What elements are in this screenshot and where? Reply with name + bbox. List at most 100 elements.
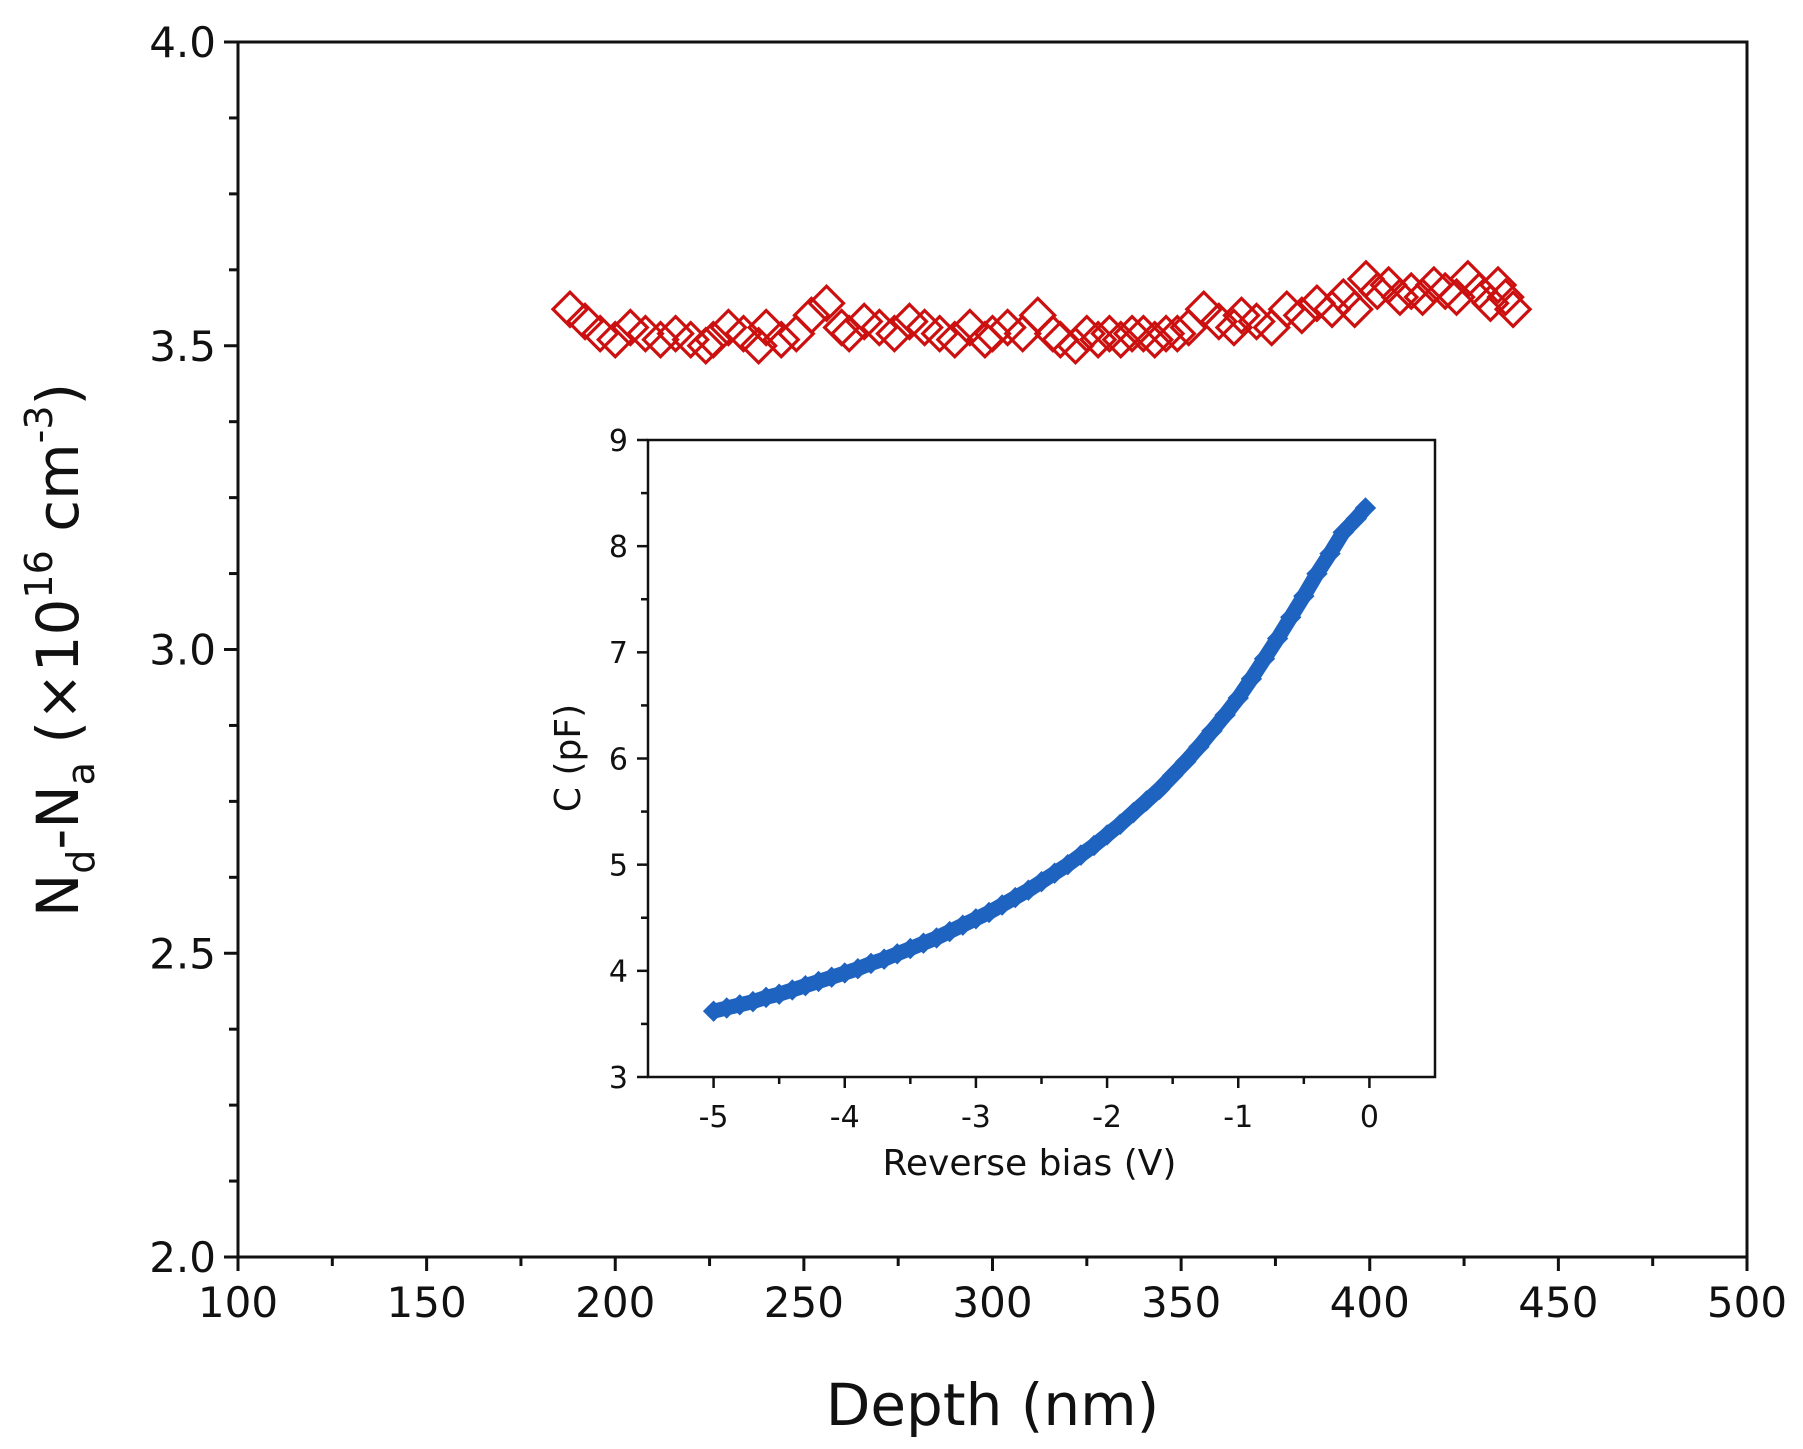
inset-data-point (1188, 736, 1210, 758)
main-y-axis-title-group: Nd-Na (×1016 cm-3) (17, 383, 103, 917)
inset-data-point (1030, 870, 1053, 893)
main-data-point (1214, 308, 1254, 347)
inset-data-point (1109, 813, 1131, 836)
main-data-point (746, 308, 786, 347)
main-y-tick-label: 3.0 (149, 626, 216, 675)
main-y-axis-title-part: cm (24, 443, 92, 550)
inset-y-tick-label: 6 (609, 742, 628, 777)
inset-x-tick-label: -1 (1223, 1100, 1253, 1135)
main-data-point (1112, 314, 1152, 353)
inset-y-axis-title-group: C (pF) (548, 704, 589, 812)
inset-data-point (1175, 750, 1197, 773)
inset-data-point (1227, 687, 1249, 709)
inset-data-point (1354, 497, 1377, 519)
main-data-point (686, 326, 726, 366)
inset-data-point (1096, 824, 1118, 846)
inset-data-point (1280, 606, 1302, 629)
main-x-tick-label: 500 (1707, 1278, 1787, 1327)
main-data-point (792, 296, 831, 335)
main-y-tick-label: 3.5 (149, 322, 216, 371)
main-data-point (550, 290, 590, 329)
main-data-point (1146, 314, 1186, 353)
main-y-axis-title-part: a (59, 762, 103, 785)
main-y-axis-title-part: -N (24, 785, 92, 849)
main-data-point (935, 320, 975, 359)
main-y-axis-title-part: N (24, 874, 92, 917)
inset-y-tick-label: 3 (609, 1061, 628, 1096)
inset-data-point (1319, 542, 1341, 565)
main-y-axis-title-part: ) (24, 383, 92, 406)
main-data-point (1135, 320, 1174, 359)
inset-plot-frame (646, 438, 1437, 1079)
inset-data-point (1083, 834, 1105, 857)
inset-data-point (1135, 790, 1158, 812)
main-y-tick-label: 4.0 (149, 18, 216, 67)
inset-y-tick-label: 8 (609, 530, 628, 565)
main-data-point (1493, 290, 1533, 329)
main-data-point (565, 302, 605, 341)
main-data-point (1101, 320, 1141, 359)
inset-data-point (1266, 627, 1289, 650)
main-x-tick-label: 300 (952, 1278, 1032, 1327)
inset-x-tick-label: -2 (1092, 1100, 1122, 1135)
main-x-tick-label: 250 (764, 1278, 844, 1327)
main-data-point (761, 320, 801, 359)
inset-data-point (1253, 647, 1276, 670)
inset-x-tick-label: -3 (961, 1100, 991, 1135)
inset-data-point (1161, 764, 1184, 787)
main-data-point (1335, 290, 1374, 329)
main-y-axis-title-part: (×10 (24, 599, 92, 762)
main-y-axis-title: Nd-Na (×1016 cm-3) (17, 383, 103, 917)
main-data-point (724, 314, 763, 353)
inset-y-tick-label: 5 (609, 848, 628, 883)
inset-y-tick-label: 7 (609, 636, 628, 671)
inset-data-point (1214, 704, 1236, 726)
inset-x-tick-label: -4 (830, 1100, 860, 1135)
main-x-tick-label: 200 (575, 1278, 655, 1327)
inset-data-point (1201, 720, 1223, 742)
main-data-point (973, 314, 1012, 353)
inset-x-axis-title: Reverse bias (V) (883, 1143, 1177, 1184)
main-y-tick-label: 2.5 (149, 929, 216, 978)
main-data-point (1486, 277, 1525, 317)
inset-data-point (1148, 778, 1171, 800)
inset-data-point (1240, 668, 1263, 690)
inset-data-point (1122, 801, 1145, 824)
inset-data-point (1017, 879, 1040, 901)
inset-data-point (1293, 585, 1315, 607)
main-x-tick-label: 350 (1141, 1278, 1221, 1327)
main-y-tick-label: 2.0 (149, 1233, 216, 1282)
main-x-tick-label: 450 (1518, 1278, 1598, 1327)
inset-x-tick-label: 0 (1360, 1100, 1379, 1135)
main-data-point (1391, 271, 1431, 311)
main-data-point (1184, 290, 1224, 329)
inset-y-axis-title: C (pF) (548, 704, 589, 812)
main-y-axis-title-part: 16 (17, 550, 61, 598)
inset-x-tick-label: -5 (699, 1100, 729, 1135)
inset-data-point (1070, 844, 1092, 866)
inset-data-point (1043, 862, 1066, 884)
main-data-point (1437, 277, 1476, 317)
main-y-axis-title-part: d (59, 850, 103, 874)
inset-data-point (1057, 853, 1079, 876)
inset-data-point (1306, 563, 1328, 585)
main-data-point (807, 283, 846, 323)
main-data-point (1358, 271, 1397, 311)
main-data-point (1478, 265, 1518, 305)
main-data-point (1158, 314, 1197, 353)
main-x-tick-label: 150 (387, 1278, 467, 1327)
main-data-point (1056, 326, 1095, 366)
main-x-tick-label: 400 (1330, 1278, 1410, 1327)
main-data-point (950, 308, 990, 347)
inset-data-point (1332, 521, 1354, 544)
main-x-tick-label: 100 (198, 1278, 278, 1327)
main-data-point (1414, 265, 1454, 305)
main-data-point (641, 320, 680, 359)
main-y-axis-title-part: -3 (17, 405, 61, 443)
inset-y-tick-label: 9 (609, 424, 628, 459)
main-x-axis-title: Depth (nm) (826, 1371, 1160, 1439)
inset-y-tick-label: 4 (609, 955, 628, 990)
main-data-point (1403, 277, 1442, 317)
